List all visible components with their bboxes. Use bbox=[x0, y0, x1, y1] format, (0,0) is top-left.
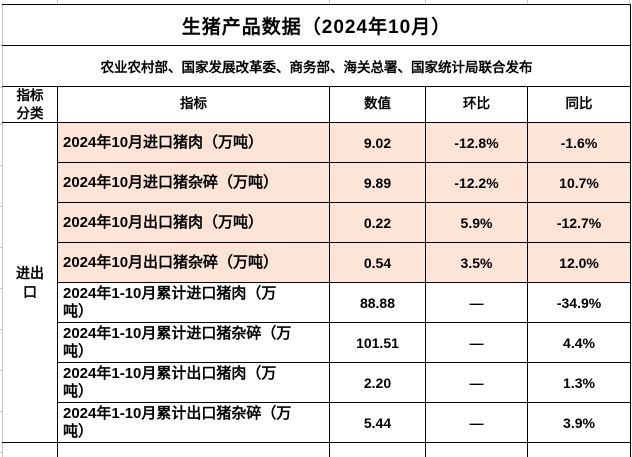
table-row: 2024年10月出口猪肉（万吨） 0.22 5.9% -12.7% bbox=[3, 202, 632, 244]
table-title: 生猪产品数据（2024年10月） bbox=[1, 4, 632, 46]
mom-cell: 5.9% bbox=[425, 202, 528, 244]
indicator-cell: 2024年10月出口猪杂碎（万吨） bbox=[57, 242, 330, 284]
indicator-label: 2024年10月出口猪杂碎（万吨） bbox=[63, 253, 279, 271]
gridline-tick-vertical bbox=[57, 0, 58, 4]
mom-cell: — bbox=[425, 362, 528, 404]
category-label: 进出口 bbox=[16, 265, 44, 300]
gridline-tick-horizontal bbox=[0, 87, 2, 88]
mom-cell: -12.8% bbox=[425, 122, 528, 164]
value-cell: 88.88 bbox=[329, 282, 426, 324]
column-header-indicator: 指标 bbox=[57, 85, 330, 124]
indicator-label: 2024年1-10月累计进口猪肉（万吨） bbox=[63, 284, 277, 320]
indicator-cell: 2024年1-10月累计出口猪杂碎（万吨） bbox=[57, 402, 330, 444]
partial-row bbox=[2, 442, 632, 457]
partial-cell bbox=[526, 442, 632, 457]
value-cell: 0.22 bbox=[329, 202, 426, 244]
gridline-tick-vertical bbox=[527, 0, 528, 4]
mom-cell: — bbox=[425, 322, 528, 364]
indicator-label: 2024年10月进口猪杂碎（万吨） bbox=[63, 173, 279, 191]
gridline-tick-horizontal bbox=[0, 452, 2, 453]
table-row: 2024年1-10月累计出口猪杂碎（万吨） 5.44—3.9% bbox=[3, 402, 632, 444]
value-cell: 9.02 bbox=[329, 122, 426, 164]
mom-cell: — bbox=[425, 282, 528, 324]
gridline-tick-horizontal bbox=[0, 411, 2, 412]
gridline-tick-horizontal bbox=[0, 45, 2, 46]
gridline-tick-horizontal bbox=[0, 329, 2, 330]
mom-cell: 3.5% bbox=[425, 242, 528, 284]
data-rows: 进出口 2024年10月进口猪肉（万吨） 9.02 -12.8% -1.6% 2024年1… bbox=[2, 122, 632, 457]
yoy-cell: 1.3% bbox=[526, 362, 632, 404]
indicator-label: 2024年1-10月累计出口猪肉（万吨） bbox=[63, 364, 277, 400]
gridline-tick-horizontal bbox=[0, 370, 2, 371]
value-cell: 2.20 bbox=[329, 362, 426, 404]
gridline-tick-vertical bbox=[425, 0, 426, 4]
subtitle-row: 农业农村部、国家发展改革委、商务部、海关总署、国家统计局联合发布 bbox=[1, 45, 632, 87]
column-header-category-label: 指标分类 bbox=[16, 88, 44, 121]
partial-cell bbox=[57, 442, 330, 457]
indicator-cell: 2024年1-10月累计出口猪肉（万吨） bbox=[57, 362, 330, 404]
table-subtitle: 农业农村部、国家发展改革委、商务部、海关总署、国家统计局联合发布 bbox=[1, 45, 632, 87]
indicator-label: 2024年1-10月累计出口猪杂碎（万吨） bbox=[63, 404, 292, 440]
yoy-cell: 4.4% bbox=[526, 322, 632, 364]
gridline-tick-horizontal bbox=[0, 288, 2, 289]
yoy-cell: 12.0% bbox=[526, 242, 632, 284]
indicator-label: 2024年10月出口猪肉（万吨） bbox=[63, 213, 264, 231]
table-row: 2024年1-10月累计进口猪杂碎（万吨） 101.51—4.4% bbox=[3, 322, 632, 364]
gridline-tick-vertical bbox=[329, 0, 330, 4]
title-row: 生猪产品数据（2024年10月） bbox=[1, 4, 632, 46]
indicator-cell: 2024年10月进口猪杂碎（万吨） bbox=[57, 162, 330, 204]
column-header-category: 指标分类 bbox=[2, 85, 58, 124]
column-header-yoy: 同比 bbox=[526, 85, 632, 124]
category-cell-import-export: 进出口 bbox=[2, 122, 58, 444]
yoy-cell: -1.6% bbox=[526, 122, 632, 164]
column-header-mom: 环比 bbox=[425, 85, 528, 124]
partial-cell bbox=[2, 442, 58, 457]
yoy-cell: -34.9% bbox=[526, 282, 632, 324]
gridline-tick-horizontal bbox=[0, 124, 2, 125]
indicator-cell: 2024年10月进口猪肉（万吨） bbox=[57, 122, 330, 164]
yoy-cell: 3.9% bbox=[526, 402, 632, 444]
table-row: 2024年10月出口猪杂碎（万吨） 0.54 3.5% 12.0% bbox=[3, 242, 632, 284]
indicator-label: 2024年1-10月累计进口猪杂碎（万吨） bbox=[63, 324, 292, 360]
partial-cell bbox=[425, 442, 528, 457]
table-row: 2024年10月进口猪杂碎（万吨） 9.89 -12.2% 10.7% bbox=[3, 162, 632, 204]
value-cell: 0.54 bbox=[329, 242, 426, 284]
gridline-tick-vertical bbox=[629, 0, 630, 4]
partial-cell bbox=[329, 442, 426, 457]
indicator-cell: 2024年10月出口猪肉（万吨） bbox=[57, 202, 330, 244]
value-cell: 101.51 bbox=[329, 322, 426, 364]
pig-product-data-table: 生猪产品数据（2024年10月） 农业农村部、国家发展改革委、商务部、海关总署、… bbox=[1, 4, 632, 457]
gridline-tick-horizontal bbox=[0, 165, 2, 166]
indicator-cell: 2024年1-10月累计进口猪肉（万吨） bbox=[57, 282, 330, 324]
value-cell: 5.44 bbox=[329, 402, 426, 444]
yoy-cell: 10.7% bbox=[526, 162, 632, 204]
table-row: 进出口 2024年10月进口猪肉（万吨） 9.02 -12.8% -1.6% bbox=[2, 122, 632, 444]
table-row: 2024年1-10月累计进口猪肉（万吨） 88.88— -34.9% bbox=[3, 282, 632, 324]
value-cell: 9.89 bbox=[329, 162, 426, 204]
gridline-tick-horizontal bbox=[0, 247, 2, 248]
mom-cell: — bbox=[425, 402, 528, 444]
indicator-cell: 2024年1-10月累计进口猪杂碎（万吨） bbox=[57, 322, 330, 364]
mom-cell: -12.2% bbox=[425, 162, 528, 204]
table-row: 2024年1-10月累计出口猪肉（万吨） 2.20—1.3% bbox=[3, 362, 632, 404]
column-header-value: 数值 bbox=[329, 85, 426, 124]
gridline-tick-horizontal bbox=[0, 206, 2, 207]
yoy-cell: -12.7% bbox=[526, 202, 632, 244]
header-row: 指标分类 指标 数值 环比 同比 bbox=[2, 85, 632, 124]
indicator-label: 2024年10月进口猪肉（万吨） bbox=[63, 133, 264, 151]
